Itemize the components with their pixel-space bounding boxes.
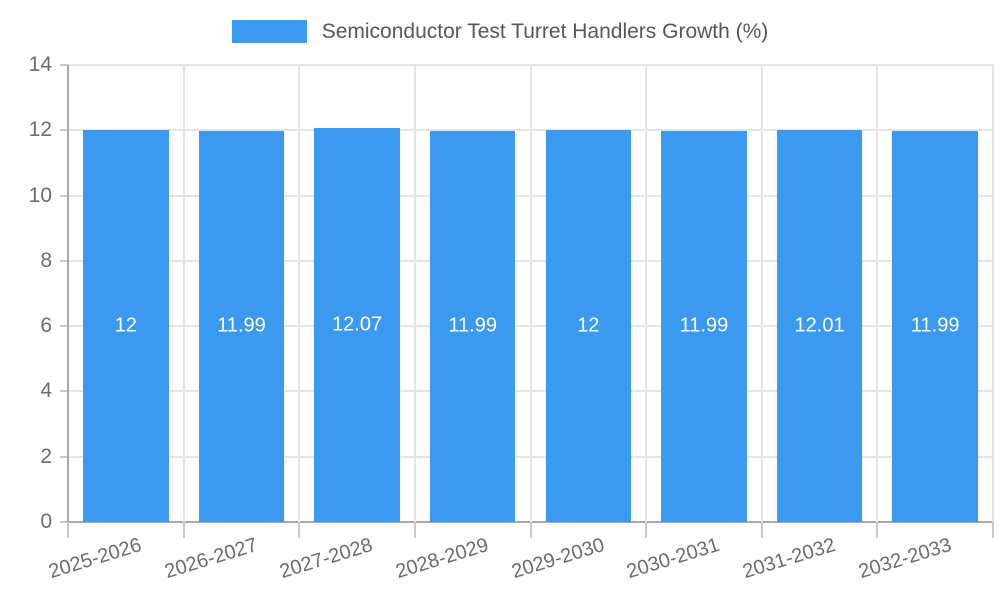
x-tick-mark: [182, 522, 185, 538]
y-tick-label: 10: [28, 183, 52, 207]
gridline-vertical: [876, 65, 879, 522]
x-tick-mark: [645, 522, 648, 538]
x-tick-mark: [992, 522, 994, 538]
x-tick-label: 2028-2029: [393, 534, 492, 584]
y-tick-label: 6: [40, 314, 52, 338]
bar: 12: [545, 130, 632, 522]
gridline-vertical: [529, 65, 532, 522]
gridline-vertical: [182, 65, 185, 522]
bar-value-label: 12: [577, 314, 600, 337]
x-tick-label: 2030-2031: [624, 534, 723, 584]
y-tick-label: 12: [28, 118, 52, 142]
bar: 11.99: [661, 130, 747, 522]
x-tick-mark: [876, 522, 879, 538]
bar-value-label: 11.99: [910, 314, 960, 337]
gridline-vertical: [413, 65, 416, 522]
chart-title: Semiconductor Test Turret Handlers Growt…: [321, 20, 769, 43]
y-tick-mark: [60, 455, 68, 458]
y-tick-label: 2: [40, 444, 52, 468]
y-tick-mark: [60, 390, 68, 393]
bar-value-label: 12.07: [332, 313, 383, 336]
y-tick-label: 0: [40, 510, 52, 533]
x-tick-label: 2025-2026: [46, 534, 145, 584]
x-tick-mark: [298, 522, 301, 538]
bar: 12.07: [314, 128, 400, 522]
bar: 11.99: [429, 130, 516, 522]
bar-value-label: 11.99: [448, 314, 497, 337]
gridline-vertical: [645, 65, 648, 522]
x-tick-label: 2026-2027: [161, 534, 260, 584]
bar-value-label: 12.01: [794, 314, 845, 337]
y-tick-mark: [60, 194, 68, 197]
y-tick-mark: [60, 325, 68, 328]
x-tick-mark: [67, 522, 69, 538]
chart-legend[interactable]: Semiconductor Test Turret Handlers Growt…: [0, 20, 1000, 43]
y-tick-mark: [60, 129, 68, 132]
bar-value-label: 11.99: [679, 314, 729, 337]
bar: 12.01: [776, 129, 863, 522]
plot-area: 0 2 4 6 8 10 12 14 12 11.99 12.07 11.99 12 11.99 12.0…: [29, 53, 994, 583]
y-tick-label: 8: [40, 248, 52, 272]
bar-value-label: 12: [114, 314, 137, 337]
y-tick-label: 4: [40, 379, 52, 403]
x-tick-label: 2029-2030: [508, 534, 607, 584]
y-axis-line: [67, 65, 69, 522]
y-tick-mark: [60, 521, 68, 523]
x-tick-mark: [413, 522, 416, 538]
x-tick-label: 2031-2032: [740, 534, 838, 584]
gridline-vertical: [298, 65, 301, 522]
y-tick-mark: [60, 259, 68, 262]
x-tick-mark: [529, 522, 532, 538]
bar: 12: [83, 130, 169, 522]
x-tick-label: 2032-2033: [855, 534, 954, 584]
y-tick-label: 14: [28, 53, 52, 76]
x-tick-label: 2027-2028: [277, 534, 376, 584]
bar-value-label: 11.99: [217, 314, 266, 337]
bar: 11.99: [892, 130, 978, 522]
legend-swatch-icon: [231, 20, 307, 43]
gridline-vertical: [992, 65, 994, 522]
y-tick-mark: [60, 64, 68, 66]
bar: 11.99: [198, 130, 285, 522]
gridline-vertical: [760, 65, 763, 522]
x-tick-mark: [760, 522, 763, 538]
